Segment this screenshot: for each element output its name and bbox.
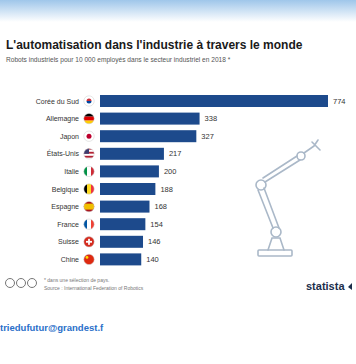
flag-part — [87, 165, 91, 177]
flag — [83, 218, 95, 230]
chart: L'automatisation dans l'industrie à trav… — [0, 0, 356, 364]
data-label: 200 — [164, 167, 177, 176]
data-label: 146 — [148, 237, 161, 246]
flag-part — [87, 134, 92, 139]
bar — [100, 218, 145, 230]
tick-label: Allemagne — [46, 115, 79, 123]
footnote: * dans une sélection de pays. — [44, 277, 109, 283]
license-icons — [6, 279, 37, 288]
brand-mark — [348, 283, 352, 290]
bar — [100, 183, 155, 195]
tick-label: Suisse — [58, 238, 79, 245]
flag-part — [83, 95, 95, 107]
subtitle: Robots industriels pour 10 000 employés … — [6, 56, 231, 64]
bar — [100, 113, 200, 125]
source: Source : International Federation of Rob… — [44, 285, 144, 291]
tick-label: Belgique — [52, 186, 79, 194]
flag-part — [83, 253, 95, 265]
flag-part — [83, 117, 95, 121]
data-label: 140 — [146, 255, 159, 264]
robot-gripper — [304, 140, 320, 153]
flag-part — [87, 183, 91, 195]
tick-label: États-Unis — [47, 149, 80, 157]
flag — [83, 165, 95, 177]
bar — [100, 201, 149, 213]
flag-part — [86, 256, 89, 259]
card-bg — [0, 22, 356, 302]
flag-part — [83, 201, 95, 213]
tick-label: Italie — [64, 168, 79, 175]
bar — [100, 130, 196, 142]
flag-part — [83, 236, 95, 248]
robot-lower-arm — [258, 188, 279, 228]
flag — [83, 113, 95, 125]
labels: Corée du Sud 774 Allemagne 338 Japon 327 États… — [36, 95, 346, 265]
flag-ring — [84, 237, 94, 247]
cc-icon — [6, 279, 15, 288]
flag-ring — [84, 131, 94, 141]
tick-label: Chine — [61, 256, 79, 263]
flag-ring — [84, 201, 94, 211]
robot-pedestal — [268, 238, 284, 250]
bar — [100, 236, 143, 248]
flag-ring — [84, 166, 94, 176]
flag — [83, 236, 95, 248]
tick-label: France — [57, 221, 79, 228]
flag — [83, 95, 95, 107]
flag — [83, 130, 95, 142]
flag-part — [87, 99, 92, 102]
flag-part — [87, 218, 91, 230]
tick-label: Japon — [60, 133, 79, 141]
data-label: 168 — [154, 202, 167, 211]
flag-part — [83, 154, 95, 156]
cc-icon — [28, 279, 37, 288]
flag-ring — [84, 184, 94, 194]
robot-base — [258, 250, 292, 256]
flag — [83, 148, 95, 160]
title: L'automatisation dans l'industrie à trav… — [6, 38, 303, 52]
flag-ring — [84, 149, 94, 159]
brand-logo: statista — [306, 280, 345, 292]
data-label: 338 — [205, 114, 218, 123]
page-bg — [0, 302, 356, 364]
flag — [83, 253, 95, 265]
cc-icon — [17, 279, 26, 288]
chart-root: L'automatisation dans l'industrie à trav… — [0, 0, 356, 364]
tick-label: Corée du Sud — [36, 98, 79, 105]
bar — [100, 148, 164, 160]
robot-illustration — [256, 140, 320, 256]
flag-part — [87, 101, 92, 104]
bars — [100, 95, 328, 265]
data-label: 217 — [169, 149, 182, 158]
tick-label: Espagne — [51, 203, 79, 211]
flag-ring — [84, 254, 94, 264]
flag-part — [86, 241, 92, 243]
flag — [83, 183, 95, 195]
flag-ring — [84, 219, 94, 229]
bar — [100, 165, 159, 177]
data-label: 188 — [160, 185, 173, 194]
flag-part — [83, 130, 95, 142]
flag — [83, 201, 95, 213]
top-band — [0, 0, 356, 22]
bar — [100, 95, 328, 107]
data-label: 327 — [201, 132, 214, 141]
bar — [100, 253, 141, 265]
data-label: 154 — [150, 220, 163, 229]
robot-upper-arm — [263, 156, 300, 182]
flag-part — [83, 204, 95, 210]
flag-ring — [84, 113, 94, 123]
flag-ring — [84, 96, 94, 106]
data-label: 774 — [333, 97, 346, 106]
email: triedufutur@grandest.f — [0, 322, 104, 333]
